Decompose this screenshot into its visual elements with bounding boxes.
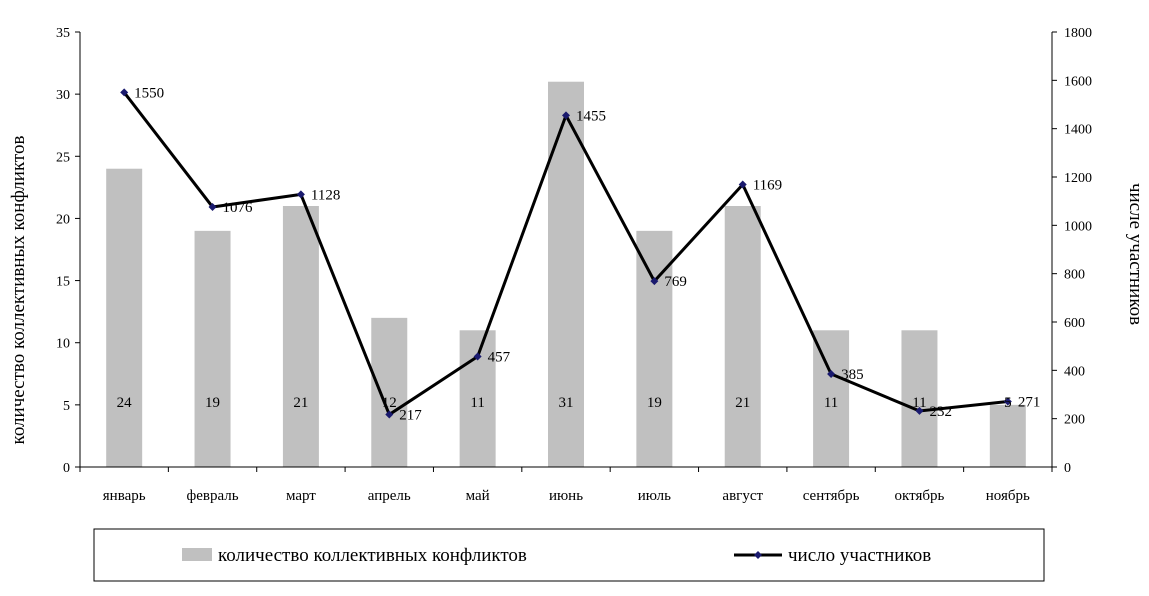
x-tick-label: июль <box>638 488 671 504</box>
legend: количество коллективных конфликтов число… <box>93 528 1045 582</box>
y2-tick-label: 1600 <box>1064 74 1092 89</box>
legend-bar-label: количество коллективных конфликтов <box>218 545 527 566</box>
bar-data-label: 19 <box>205 395 220 411</box>
bar-data-label: 12 <box>382 395 397 411</box>
bar-data-label: 11 <box>824 395 838 411</box>
line-data-label: 1550 <box>134 85 164 101</box>
x-tick-label: октябрь <box>895 488 945 504</box>
bar-4 <box>371 317 408 467</box>
bar-2 <box>194 230 231 467</box>
line-point-1 <box>120 88 129 97</box>
y-tick-label: 0 <box>63 461 70 476</box>
line-data-label: 271 <box>1018 395 1040 411</box>
line-point-6 <box>562 111 570 120</box>
line-point-7 <box>650 277 659 286</box>
line-data-label: 1076 <box>223 200 254 216</box>
legend-bar-swatch <box>182 548 212 561</box>
y2-tick-label: 600 <box>1064 316 1085 331</box>
line-point-4 <box>385 410 394 419</box>
bar-9 <box>813 330 850 467</box>
line-point-8 <box>738 180 747 189</box>
y2-tick-label: 400 <box>1064 364 1085 379</box>
legend-frame <box>93 528 1045 582</box>
y-tick-label: 10 <box>56 337 70 352</box>
bar-data-label: 11 <box>470 395 484 411</box>
y2-tick-label: 1200 <box>1064 171 1092 186</box>
line-point-5 <box>473 352 482 361</box>
bar-data-label: 11 <box>912 395 926 411</box>
y-tick-label: 15 <box>56 275 70 290</box>
axes-layer: 0 5 10 15 20 25 30 35 0 200 400 600 800 1000 1200 1400 1… <box>56 26 1092 504</box>
y2-tick-label: 1000 <box>1064 219 1092 234</box>
x-tick-label: январь <box>103 488 146 504</box>
x-tick-label: апрель <box>368 488 411 504</box>
y2-tick-label: 800 <box>1064 268 1085 283</box>
bar-data-label: 21 <box>293 395 308 411</box>
y2-tick-label: 1800 <box>1064 26 1092 41</box>
line-data-label: 1169 <box>753 177 782 193</box>
bar-data-label: 24 <box>117 395 133 411</box>
line-data-label: 1455 <box>576 108 606 124</box>
line-point-3 <box>296 190 305 199</box>
y-tick-label: 35 <box>56 26 70 41</box>
y-tick-label: 20 <box>56 212 70 227</box>
line-point-9 <box>827 369 836 378</box>
y-tick-label: 30 <box>56 88 70 103</box>
bars-layer <box>106 81 1026 467</box>
x-tick-label: июнь <box>549 488 583 504</box>
bar-10 <box>901 330 938 467</box>
line-point-10 <box>915 406 924 415</box>
labels-layer: 24 19 21 12 11 31 19 21 11 11 5 1550 1076 1128 217 457 1… <box>117 85 1041 423</box>
legend-line-marker <box>754 551 762 559</box>
bar-11 <box>989 404 1026 467</box>
y-axis-title: количество коллективных конфликтов <box>8 136 29 445</box>
line-point-2 <box>208 202 217 211</box>
line-data-label: 1128 <box>311 187 340 203</box>
bar-8 <box>724 206 761 467</box>
y2-tick-label: 0 <box>1064 461 1071 476</box>
legend-line-label: число участников <box>788 545 931 566</box>
x-tick-label: сентябрь <box>803 488 860 504</box>
line-data-label: 385 <box>841 367 864 383</box>
y2-tick-label: 1400 <box>1064 123 1092 138</box>
bar-data-label: 21 <box>735 395 750 411</box>
line-layer <box>120 88 1012 419</box>
x-tick-label: ноябрь <box>986 488 1030 504</box>
bar-data-label: 31 <box>559 395 574 411</box>
y2-tick-label: 200 <box>1064 413 1085 428</box>
bar-1 <box>106 168 143 467</box>
y2-axis-title: числе участников <box>1125 183 1146 325</box>
x-tick-label: март <box>286 488 316 504</box>
x-tick-label: февраль <box>187 488 239 504</box>
line-data-label: 769 <box>664 274 687 290</box>
line-point-11 <box>1003 397 1012 406</box>
line-data-label: 457 <box>488 350 511 366</box>
x-tick-label: май <box>466 488 490 504</box>
bar-3 <box>282 206 319 467</box>
x-tick-label: август <box>722 488 763 504</box>
line-data-label: 232 <box>929 404 952 420</box>
line-data-label: 217 <box>399 408 422 424</box>
y-tick-label: 5 <box>63 399 70 414</box>
bar-data-label: 19 <box>647 395 662 411</box>
y-tick-label: 25 <box>56 150 70 165</box>
bar-data-label: 5 <box>1004 395 1012 411</box>
